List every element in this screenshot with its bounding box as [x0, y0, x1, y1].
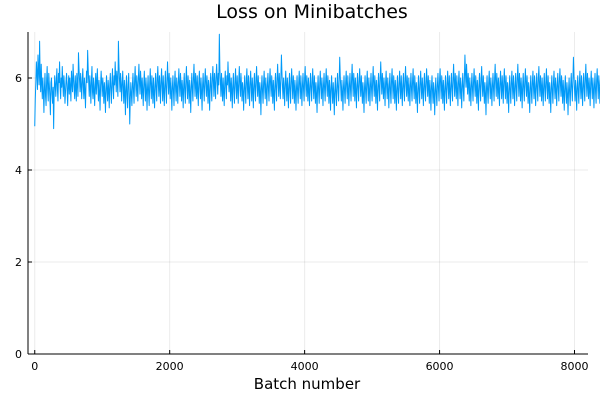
loss-series-line — [34, 33, 600, 130]
axes — [27, 32, 588, 355]
y-tick-label: 2 — [15, 256, 22, 269]
x-tick-label: 8000 — [561, 360, 589, 373]
series-layer — [34, 33, 600, 130]
y-tick-label: 6 — [15, 72, 22, 85]
x-axis-label: Batch number — [254, 375, 361, 393]
y-tick-label: 0 — [15, 348, 22, 361]
tick-labels: 0 2000 4000 6000 8000 0 2 4 6 — [15, 72, 589, 373]
x-tick-label: 4000 — [291, 360, 319, 373]
y-tick-label: 4 — [15, 164, 22, 177]
x-tick-label: 2000 — [156, 360, 184, 373]
x-tick-label: 6000 — [426, 360, 454, 373]
x-tick-label: 0 — [31, 360, 38, 373]
chart-title: Loss on Minibatches — [216, 1, 408, 23]
